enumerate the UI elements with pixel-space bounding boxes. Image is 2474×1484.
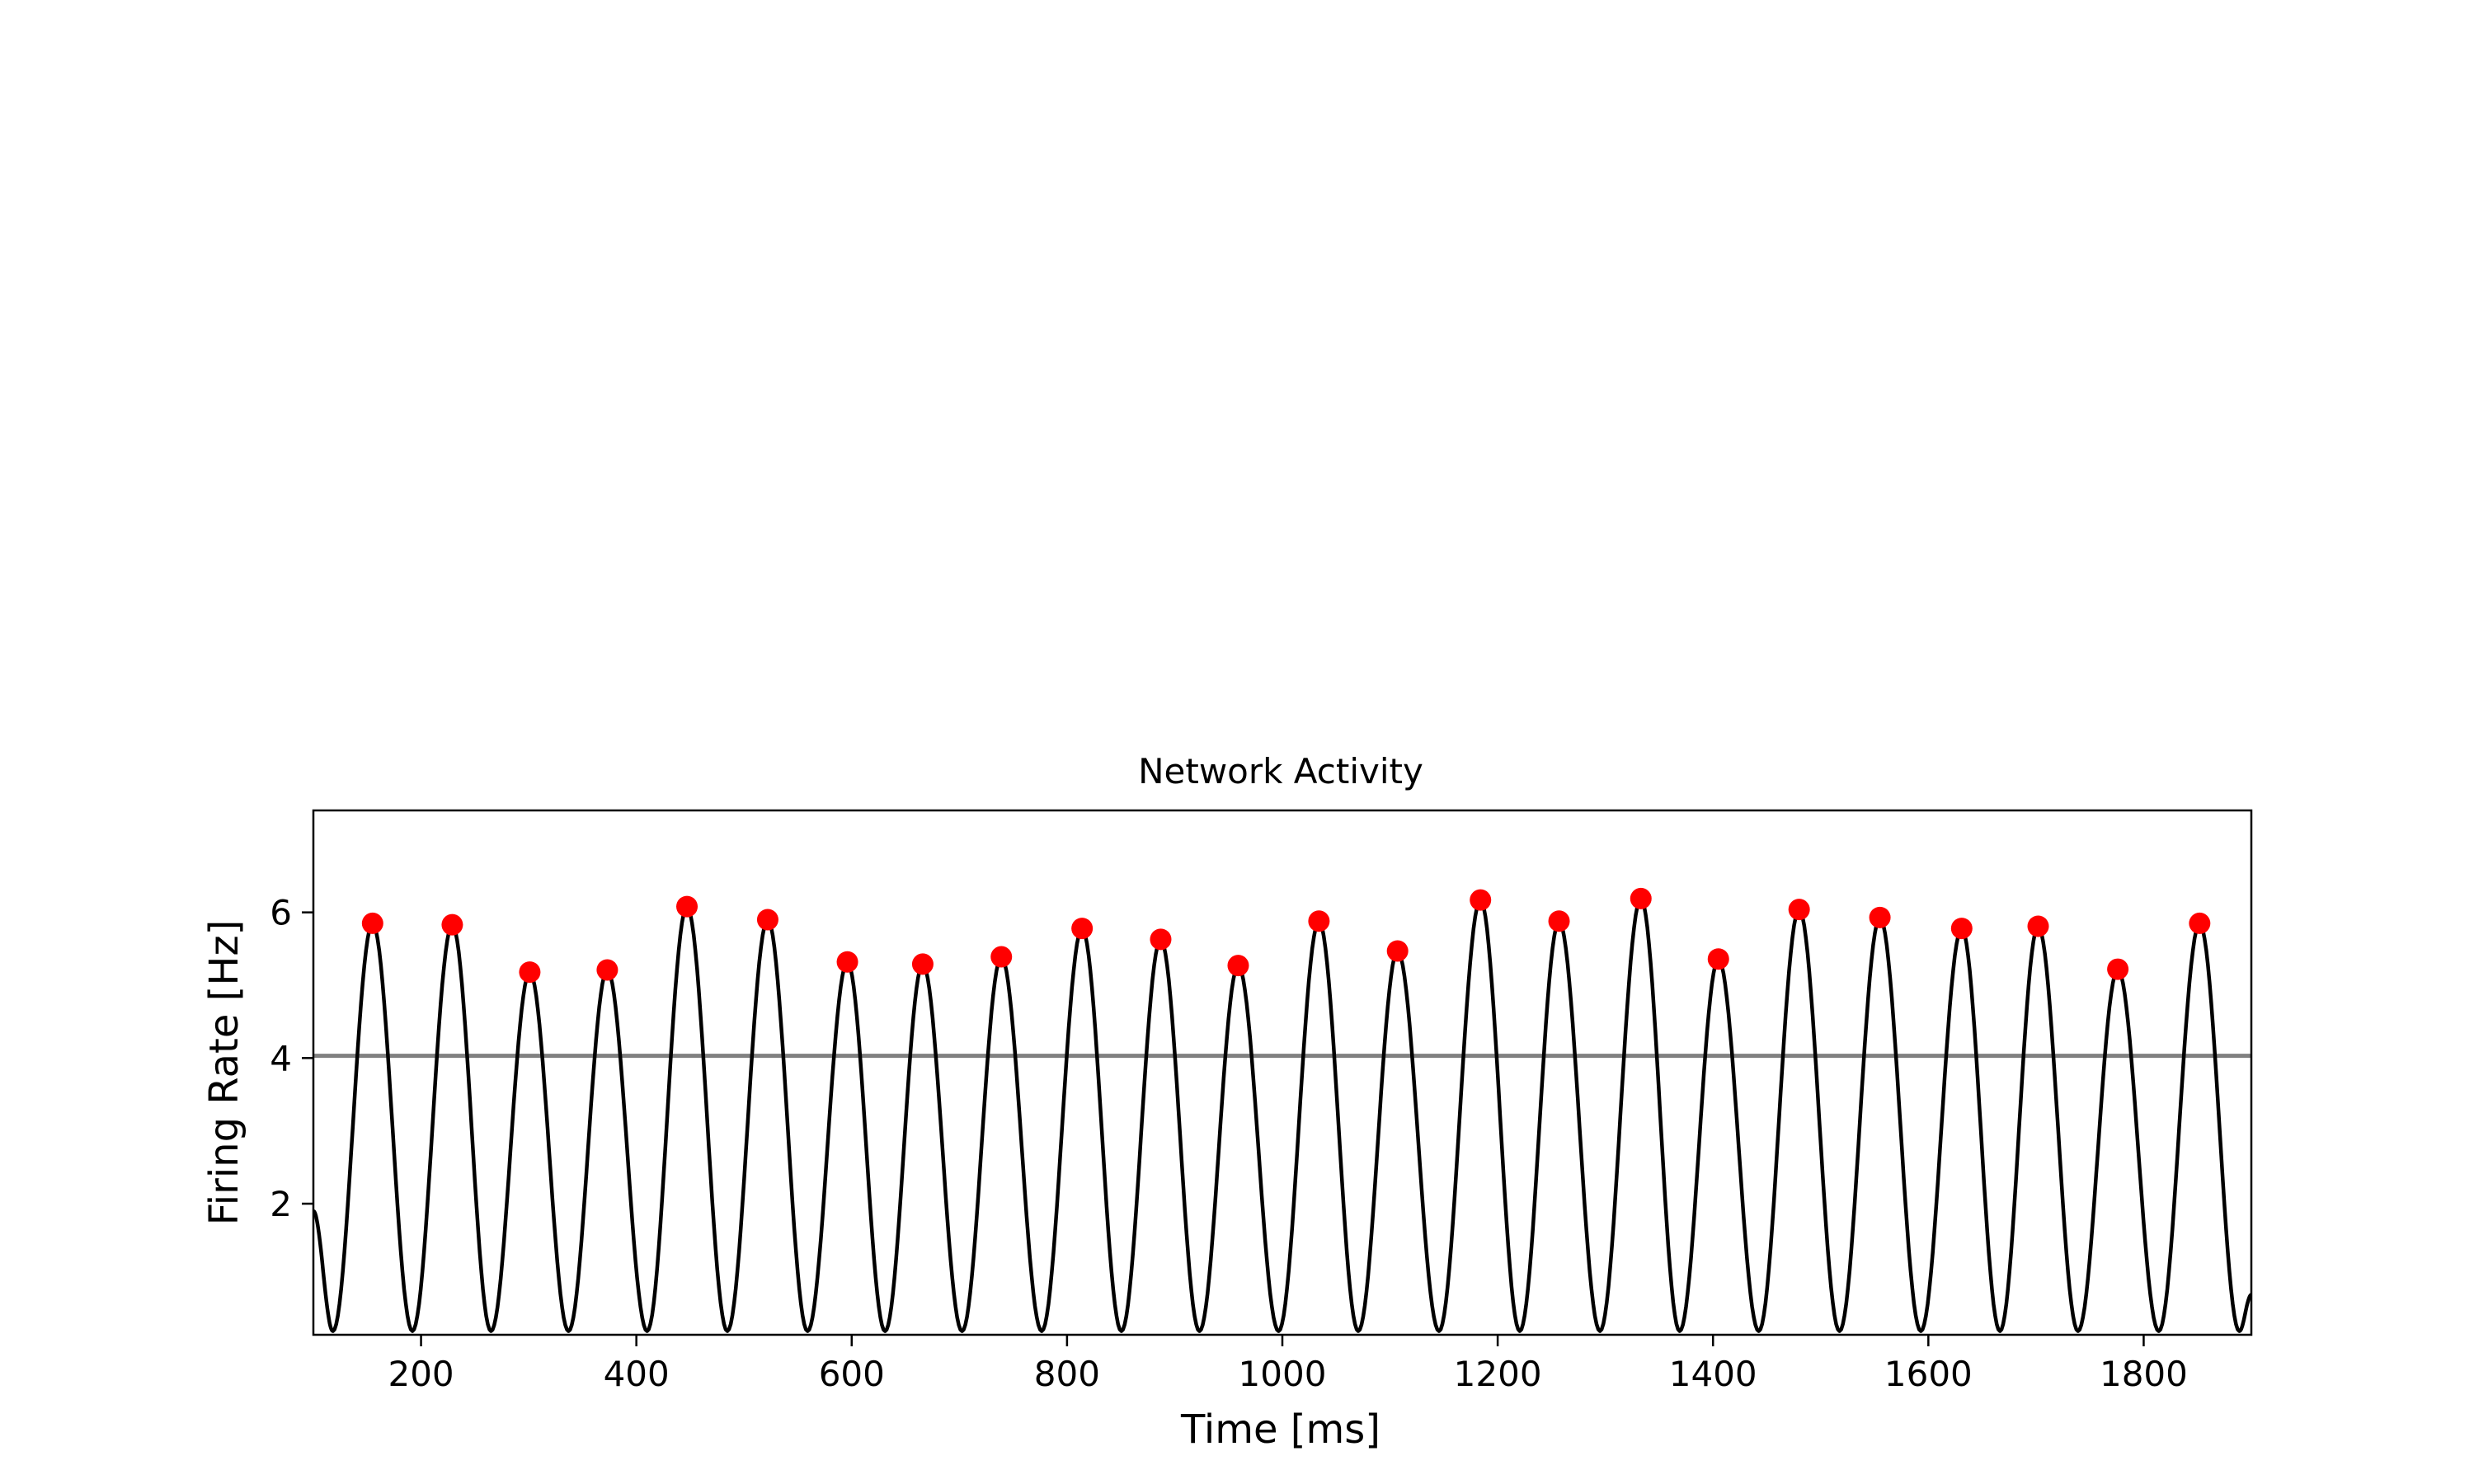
peak-marker [1548, 910, 1570, 932]
firing-rate-line [313, 896, 2251, 1333]
peak-marker [756, 909, 778, 931]
peak-marker [1071, 918, 1094, 940]
peak-marker [1150, 928, 1172, 951]
y-tick-label: 6 [270, 893, 292, 933]
peak-marker [1227, 955, 1249, 977]
peak-marker [990, 946, 1013, 968]
x-axis: 200 400 600 800 1000 1200 1400 1600 1800 [388, 1335, 2188, 1394]
y-tick-label: 2 [270, 1184, 292, 1224]
x-tick-label: 800 [1034, 1354, 1100, 1394]
peak-marker [1308, 910, 1330, 932]
x-tick-label: 200 [388, 1354, 454, 1394]
peak-marker [361, 912, 383, 934]
peak-marker [1630, 887, 1652, 909]
x-tick-label: 400 [604, 1354, 670, 1394]
peak-marker [676, 895, 698, 918]
peak-marker [1707, 948, 1729, 970]
plot-area [313, 887, 2251, 1333]
peak-marker [836, 951, 858, 973]
chart-title: Network Activity [1138, 751, 1423, 791]
y-axis: 2 4 6 [270, 893, 313, 1224]
x-tick-label: 1800 [2100, 1354, 2188, 1394]
x-tick-label: 1200 [1454, 1354, 1542, 1394]
peak-marker [1869, 906, 1891, 928]
peak-marker [519, 961, 541, 984]
y-tick-label: 4 [270, 1038, 292, 1078]
peak-marker [596, 959, 618, 981]
peak-marker [1470, 889, 1492, 911]
peak-marker [2027, 915, 2049, 937]
x-tick-label: 1000 [1239, 1354, 1327, 1394]
peak-marker [1386, 940, 1409, 962]
x-tick-label: 600 [819, 1354, 885, 1394]
x-tick-label: 1600 [1884, 1354, 1973, 1394]
peak-marker [441, 913, 463, 936]
peak-marker [1788, 899, 1810, 921]
x-tick-label: 1400 [1669, 1354, 1757, 1394]
peak-marker [2189, 912, 2211, 934]
peak-marker [911, 953, 934, 975]
peak-marker [1950, 918, 1973, 940]
x-axis-label: Time [ms] [1180, 1407, 1380, 1453]
plot-content [313, 887, 2251, 1333]
y-axis-label: Firing Rate [Hz] [201, 920, 247, 1226]
peak-marker [2107, 958, 2129, 980]
